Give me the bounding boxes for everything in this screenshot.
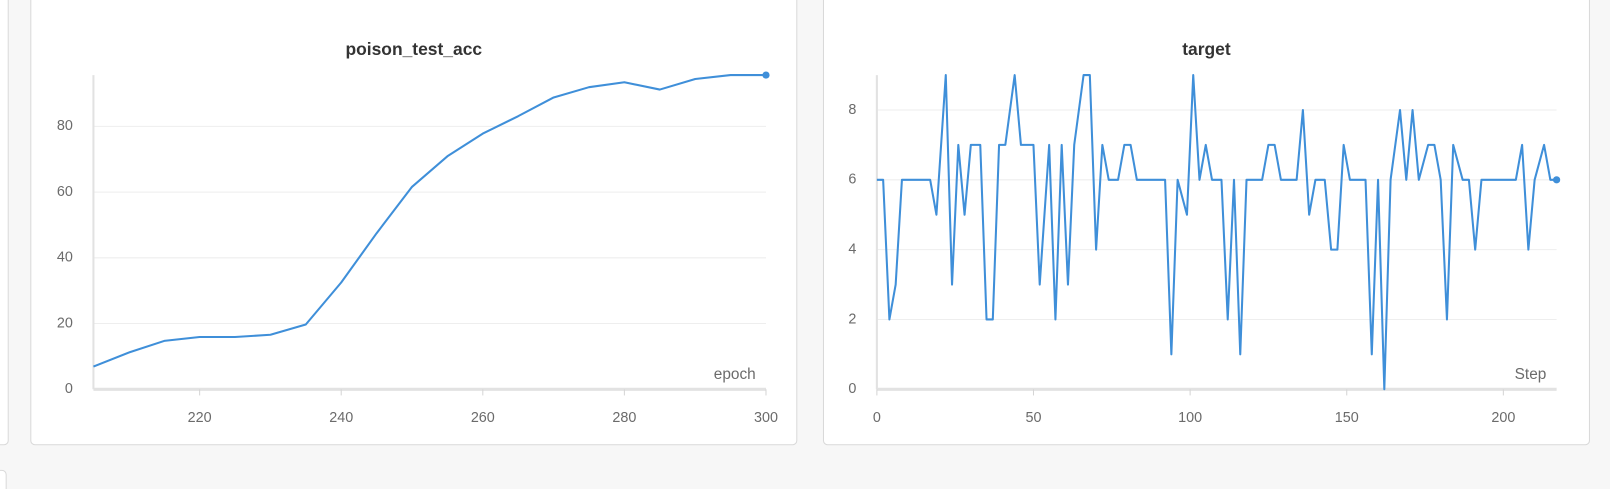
panel <box>30 0 798 446</box>
x-tick-label: 100 <box>1178 410 1202 426</box>
x-tick-label: 280 <box>612 410 636 426</box>
x-tick-label: 50 <box>1026 410 1042 426</box>
panel <box>822 0 1590 446</box>
x-tick-label: 260 <box>471 410 495 426</box>
y-tick-label: 8 <box>848 102 856 118</box>
x-tick-label: 220 <box>188 410 212 426</box>
y-tick-label: 20 <box>57 315 73 331</box>
series-line <box>876 74 1557 391</box>
y-tick-label: 60 <box>57 184 73 200</box>
x-tick-label: 240 <box>329 410 353 426</box>
side-panel-edge <box>0 0 9 446</box>
x-tick-label: 200 <box>1491 410 1515 426</box>
y-tick-label: 0 <box>65 381 73 397</box>
x-tick-label: 300 <box>754 410 778 426</box>
y-tick-label: 40 <box>57 250 73 266</box>
x-axis-label: epoch <box>714 366 756 383</box>
y-tick-label: 2 <box>848 311 856 327</box>
series-line <box>93 74 766 368</box>
x-axis-label: Step <box>1515 366 1547 383</box>
end-point <box>1553 176 1561 184</box>
chart-title: poison_test_acc <box>345 39 482 59</box>
x-tick-label: 0 <box>873 410 881 426</box>
bottom-panel-edge <box>0 469 7 489</box>
y-tick-label: 0 <box>848 381 856 397</box>
y-tick-label: 80 <box>57 118 73 134</box>
x-tick-label: 150 <box>1335 410 1359 426</box>
y-tick-label: 6 <box>848 172 856 188</box>
end-point <box>762 71 770 79</box>
chart-title: target <box>1182 39 1231 59</box>
y-tick-label: 4 <box>848 241 856 257</box>
